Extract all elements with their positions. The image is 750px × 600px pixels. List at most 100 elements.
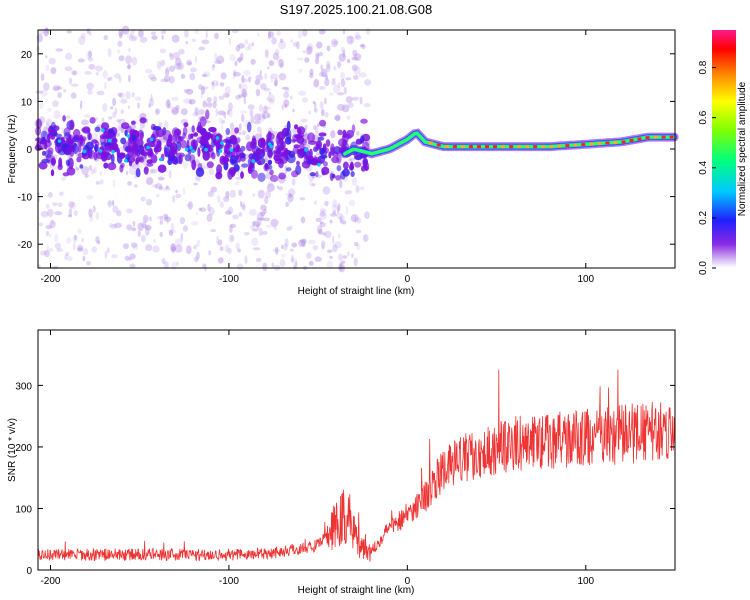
noise-blob xyxy=(273,226,277,231)
band-blob xyxy=(274,158,283,165)
noise-blob xyxy=(230,122,234,130)
noise-blob xyxy=(268,99,275,105)
noise-blob xyxy=(171,261,177,271)
noise-blob xyxy=(190,67,197,73)
noise-blob xyxy=(70,83,79,87)
noise-blob xyxy=(84,173,90,178)
noise-blob xyxy=(267,113,271,119)
noise-blob xyxy=(337,253,344,261)
ridge-peak xyxy=(573,143,578,147)
noise-blob xyxy=(313,125,317,130)
noise-blob xyxy=(192,112,201,117)
noise-blob xyxy=(40,250,47,256)
noise-blob xyxy=(206,102,213,108)
ridge-peak xyxy=(637,137,642,141)
noise-blob xyxy=(210,186,218,193)
noise-blob xyxy=(47,192,53,198)
noise-blob xyxy=(270,218,279,228)
noise-blob xyxy=(171,96,179,101)
noise-blob xyxy=(359,96,363,105)
noise-blob xyxy=(96,90,105,96)
band-blob xyxy=(240,145,246,152)
noise-blob xyxy=(176,261,179,266)
noise-blob xyxy=(119,32,123,39)
noise-blob xyxy=(265,190,272,199)
band-blob xyxy=(291,138,296,143)
noise-blob xyxy=(138,29,144,38)
noise-blob xyxy=(108,222,114,228)
band-blob xyxy=(150,154,158,164)
noise-blob xyxy=(45,55,48,59)
noise-blob xyxy=(66,237,72,244)
noise-blob xyxy=(297,30,302,39)
noise-blob xyxy=(355,185,360,193)
noise-blob xyxy=(87,89,93,95)
noise-blob xyxy=(251,41,254,47)
noise-blob xyxy=(48,57,56,65)
y-tick-label: -10 xyxy=(18,193,33,204)
band-blob xyxy=(131,135,136,142)
noise-blob xyxy=(56,248,64,252)
noise-blob xyxy=(254,78,261,85)
noise-blob xyxy=(356,217,362,224)
band-blob xyxy=(284,128,292,140)
noise-blob xyxy=(339,179,343,189)
noise-blob xyxy=(53,86,60,91)
noise-blob xyxy=(217,195,221,204)
colorbar-gradient xyxy=(712,30,736,268)
noise-blob xyxy=(118,76,122,83)
noise-blob xyxy=(175,104,180,111)
band-peak xyxy=(269,144,274,149)
noise-blob xyxy=(57,92,62,99)
noise-blob xyxy=(77,244,84,251)
noise-blob xyxy=(140,196,145,202)
noise-blob xyxy=(268,60,275,66)
noise-blob xyxy=(168,229,174,237)
noise-blob xyxy=(332,235,335,244)
noise-blob xyxy=(129,253,136,260)
band-blob xyxy=(127,147,135,157)
noise-blob xyxy=(301,239,307,248)
noise-blob xyxy=(108,76,113,81)
noise-blob xyxy=(346,35,354,40)
noise-blob xyxy=(229,189,236,198)
noise-blob xyxy=(84,71,92,75)
noise-blob xyxy=(253,120,261,125)
noise-blob xyxy=(364,79,372,86)
band-blob xyxy=(77,144,82,153)
noise-blob xyxy=(314,200,317,205)
noise-blob xyxy=(95,236,100,244)
noise-blob xyxy=(93,166,97,174)
noise-blob xyxy=(182,187,186,196)
noise-blob xyxy=(148,103,151,108)
noise-blob xyxy=(172,195,176,203)
band-blob xyxy=(41,158,50,164)
colorbar-tick-label: 0.2 xyxy=(698,211,709,225)
noise-blob xyxy=(324,78,330,87)
ridge-peak xyxy=(428,141,433,145)
band-blob xyxy=(328,151,332,159)
band-blob xyxy=(285,167,292,172)
noise-blob xyxy=(219,201,224,208)
band-blob xyxy=(221,157,230,163)
noise-blob xyxy=(324,230,332,238)
noise-blob xyxy=(82,248,89,256)
noise-blob xyxy=(107,48,112,58)
band-blob xyxy=(168,148,175,158)
noise-blob xyxy=(168,75,175,84)
noise-blob xyxy=(47,108,52,112)
noise-blob xyxy=(169,65,176,72)
band-blob xyxy=(79,164,84,169)
noise-blob xyxy=(255,88,261,97)
noise-blob xyxy=(241,204,246,211)
noise-blob xyxy=(264,48,269,58)
noise-blob xyxy=(222,92,230,98)
noise-blob xyxy=(206,213,213,222)
band-blob xyxy=(89,117,96,124)
noise-blob xyxy=(206,97,212,103)
noise-blob xyxy=(134,96,142,101)
noise-blob xyxy=(360,43,366,50)
noise-blob xyxy=(102,70,109,79)
y-tick-label: 200 xyxy=(15,443,32,454)
noise-blob xyxy=(229,223,236,228)
